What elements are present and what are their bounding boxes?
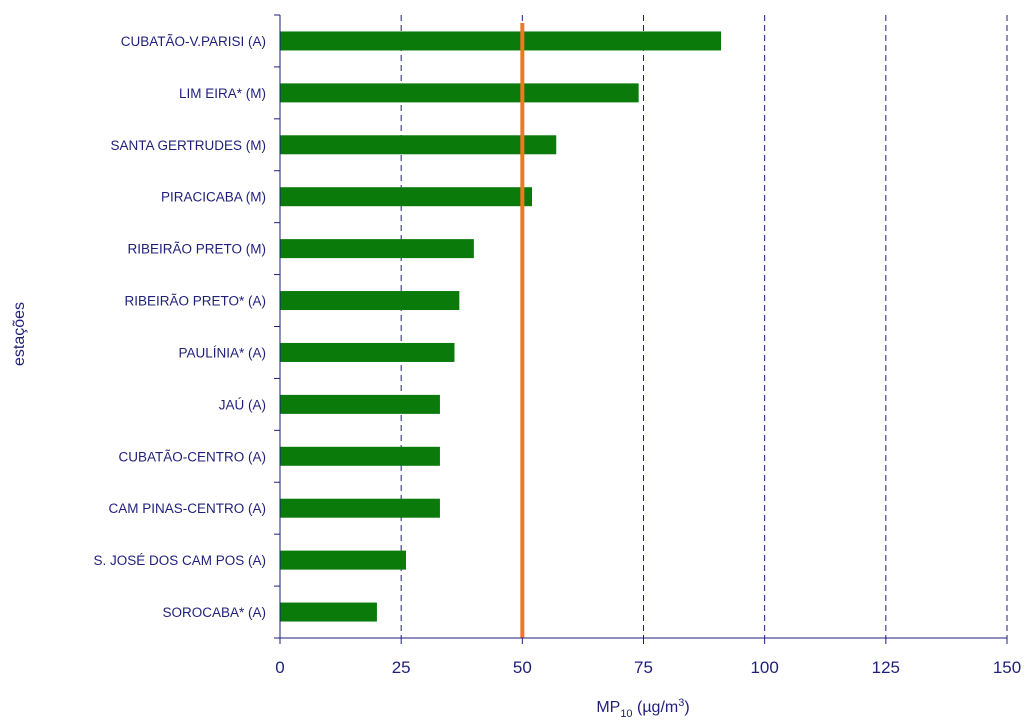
category-label: CUBATÃO-V.PARISI (A) [121,34,266,49]
bar [280,446,440,466]
axes [274,14,1008,644]
x-tick-label: 125 [872,658,900,677]
x-axis-title-unit-close: ) [684,699,689,716]
y-axis-title: estações [11,302,28,366]
x-tick-label: 50 [513,658,532,677]
x-axis-title-unit: (µg/m [633,699,679,716]
x-axis-title-main: MP [596,699,620,716]
bar [280,602,377,622]
x-tick-labels: 0 25 50 75 100 125 150 [275,658,1021,677]
category-label: JAÚ (A) [219,397,266,412]
x-tick-label: 75 [634,658,653,677]
bar [280,187,533,207]
category-label: LIM EIRA* (M) [179,86,266,101]
x-axis-title-subscript: 10 [620,708,632,720]
category-label: RIBEIRÃO PRETO* (A) [124,294,266,309]
category-label: S. JOSÉ DOS CAM POS (A) [93,553,266,568]
grid-lines [400,15,1008,638]
bar [280,239,474,259]
x-tick-label: 0 [275,658,284,677]
bar [280,83,639,103]
bar [280,550,407,570]
x-tick-label: 150 [993,658,1021,677]
category-label: CUBATÃO-CENTRO (A) [119,449,267,464]
category-label: SANTA GERTRUDES (M) [110,138,266,153]
category-label: PIRACICABA (M) [161,190,266,205]
bar [280,498,440,518]
x-axis-title: MP10 (µg/m3) [596,697,689,720]
x-tick-label: 25 [392,658,411,677]
bar [280,291,460,311]
bar [280,31,722,51]
bar [280,135,557,155]
x-axis-title-superscript: 3 [678,697,684,709]
category-label: SOROCABA* (A) [162,605,266,620]
bar [280,342,455,362]
category-label: CAM PINAS-CENTRO (A) [108,501,266,516]
x-tick-label: 100 [750,658,778,677]
bars [280,31,722,622]
category-label: PAULÍNIA* (A) [178,345,266,360]
category-labels: CUBATÃO-V.PARISI (A) LIM EIRA* (M) SANTA G… [93,34,266,620]
bar [280,394,440,414]
category-label: RIBEIRÃO PRETO (M) [127,242,266,257]
